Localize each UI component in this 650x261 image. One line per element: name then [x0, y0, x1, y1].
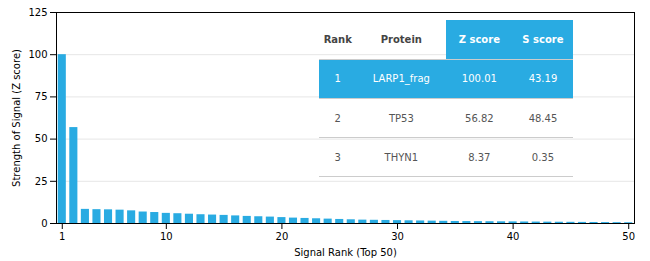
svg-text:20: 20: [276, 231, 289, 242]
html-text:48.45: 48.45: [528, 112, 558, 124]
html-text:1: 1: [334, 73, 341, 85]
html-text:2: 2: [334, 112, 341, 124]
svg-text:125: 125: [28, 7, 47, 18]
svg-text:50: 50: [35, 133, 48, 144]
html-text:8.37: 8.37: [468, 151, 491, 163]
html-text:100.01: 100.01: [461, 73, 497, 85]
svg-text:Signal Rank (Top 50): Signal Rank (Top 50): [294, 247, 397, 258]
html-text:0.35: 0.35: [531, 151, 555, 163]
svg-text:10: 10: [160, 231, 173, 242]
svg-text:0: 0: [41, 218, 47, 229]
html-text:TP53: TP53: [388, 112, 414, 124]
html-text:Protein: Protein: [380, 34, 422, 46]
html-text:LARP1_frag: LARP1_frag: [372, 73, 430, 85]
html-text:56.82: 56.82: [465, 112, 494, 124]
html-text:43.19: 43.19: [528, 73, 558, 85]
html-text:S score: S score: [522, 34, 564, 46]
svg-text:30: 30: [391, 231, 404, 242]
svg-text:100: 100: [28, 49, 47, 60]
svg-text:1: 1: [59, 231, 65, 242]
html-text:3: 3: [334, 151, 341, 163]
html-text:THYN1: THYN1: [384, 151, 419, 163]
svg-text:25: 25: [35, 176, 48, 187]
svg-text:50: 50: [622, 231, 635, 242]
html-text:Rank: Rank: [323, 34, 352, 46]
html-text:Z score: Z score: [458, 34, 500, 46]
svg-text:40: 40: [507, 231, 520, 242]
svg-text:75: 75: [35, 91, 48, 102]
svg-text:Strength of Signal (Z score): Strength of Signal (Z score): [11, 49, 22, 187]
